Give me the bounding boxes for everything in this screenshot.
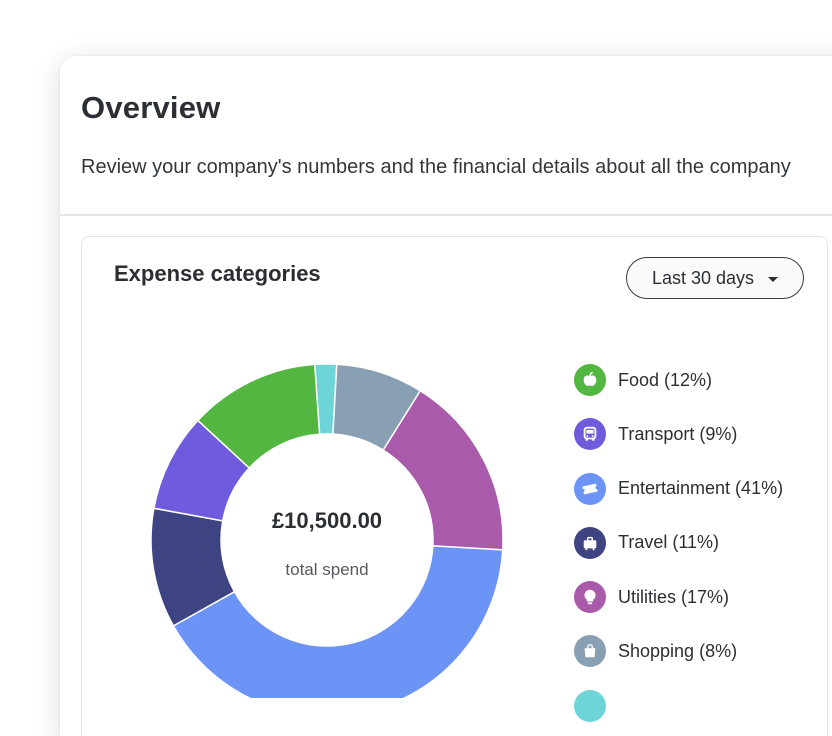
donut-slice-apple[interactable] — [196, 363, 321, 470]
chart-legend: Food (12%) Transport (9%) Entertainment … — [574, 363, 783, 736]
donut-slices — [150, 363, 504, 698]
legend-item-travel: Travel (11%) — [574, 526, 783, 560]
lightbulb-icon — [574, 581, 606, 614]
legend-label: Food (12%) — [618, 369, 713, 390]
legend-item-shopping: Shopping (8%) — [574, 634, 783, 668]
ticket-icon — [574, 472, 606, 505]
date-range-dropdown[interactable]: Last 30 days — [626, 257, 804, 299]
total-spend-label: total spend — [285, 560, 368, 579]
legend-item-utilities: Utilities (17%) — [574, 580, 783, 614]
other-icon — [574, 689, 606, 722]
legend-label: Shopping (8%) — [618, 640, 738, 661]
total-spend-value: £10,500.00 — [272, 508, 382, 533]
date-range-value: Last 30 days — [651, 267, 755, 288]
legend-item-other — [574, 689, 783, 723]
apple-icon — [574, 364, 606, 396]
shopping-bag-icon — [574, 635, 606, 668]
bus-icon — [574, 418, 606, 451]
legend-label: Utilities (17%) — [618, 586, 730, 607]
card-title: Expense categories — [114, 261, 321, 286]
page-header: Overview Review your company's numbers a… — [60, 56, 832, 216]
legend-item-food: Food (12%) — [574, 363, 783, 397]
expense-categories-card: Expense categories Last 30 days £10,500.… — [81, 236, 828, 736]
page-title: Overview — [81, 90, 221, 125]
legend-label: Entertainment (41%) — [618, 478, 784, 499]
donut-slice-ticket[interactable] — [172, 545, 504, 698]
legend-item-transport: Transport (9%) — [574, 417, 783, 451]
suitcase-icon — [574, 526, 606, 559]
legend-item-entertainment: Entertainment (41%) — [574, 472, 783, 506]
legend-label: Transport (9%) — [618, 423, 738, 444]
overview-panel: Overview Review your company's numbers a… — [60, 56, 832, 736]
donut-chart: £10,500.00 total spend — [150, 363, 504, 698]
page-subtitle: Review your company's numbers and the fi… — [81, 156, 791, 178]
caret-down-icon — [768, 276, 779, 282]
legend-label: Travel (11%) — [618, 532, 720, 553]
